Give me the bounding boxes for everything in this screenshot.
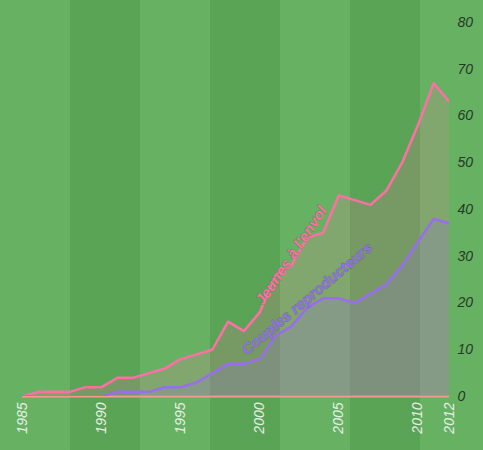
svg-text:0: 0 — [458, 388, 466, 404]
svg-text:10: 10 — [458, 341, 474, 357]
svg-text:40: 40 — [458, 201, 474, 217]
svg-text:1985: 1985 — [14, 402, 30, 433]
svg-text:1995: 1995 — [172, 402, 188, 433]
svg-text:20: 20 — [457, 294, 474, 310]
svg-text:2012: 2012 — [441, 402, 457, 434]
svg-text:30: 30 — [458, 248, 474, 264]
svg-text:50: 50 — [458, 154, 474, 170]
svg-text:70: 70 — [458, 61, 474, 77]
svg-text:80: 80 — [458, 14, 474, 30]
svg-text:Couples reproducteurs: Couples reproducteurs — [238, 239, 375, 358]
svg-text:2010: 2010 — [409, 402, 425, 434]
svg-text:2005: 2005 — [330, 402, 346, 434]
svg-text:1990: 1990 — [93, 402, 109, 433]
svg-text:60: 60 — [458, 107, 474, 123]
svg-text:Jeunes à l'envol: Jeunes à l'envol — [251, 202, 331, 308]
svg-text:2000: 2000 — [251, 402, 267, 434]
